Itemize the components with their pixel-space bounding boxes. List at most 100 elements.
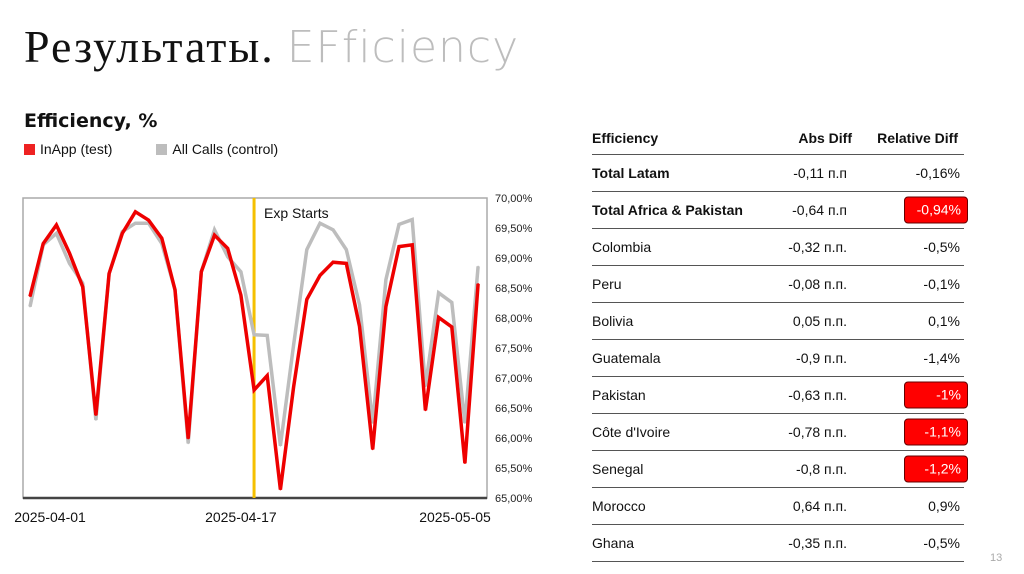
table-row: Pakistan -0,63 п.п. -1% [592,377,968,414]
data-point-all-calls-control [226,256,229,258]
legend-label-test: InApp (test) [40,141,113,157]
row-name: Colombia [592,239,652,255]
row-relative-diff: 0,1% [928,313,960,329]
data-point-inapp-test [187,437,189,440]
data-point-inapp-test [398,245,400,248]
data-point-inapp-test [371,448,374,451]
table-row: Guatemala -0,9 п.п. -1,4% [592,340,964,377]
row-name: Total Africa & Pakistan [592,202,743,218]
page-number: 13 [990,552,1003,564]
data-point-inapp-test [174,289,176,291]
data-point-all-calls-control [29,305,31,308]
data-point-all-calls-control [187,442,189,445]
data-point-inapp-test [81,286,84,288]
data-point-inapp-test [240,294,242,296]
data-point-all-calls-control [345,248,348,251]
data-point-inapp-test [29,295,31,298]
y-tick-label: 69,50% [495,223,533,235]
row-name: Guatemala [592,350,661,366]
data-point-inapp-test [305,298,308,301]
table-row: Morocco 0,64 п.п. 0,9% [592,488,964,525]
row-name: Ghana [592,535,635,551]
data-point-inapp-test [226,247,229,250]
data-point-inapp-test [437,316,440,319]
row-name: Senegal [592,461,644,477]
data-point-inapp-test [55,224,58,226]
exp-start-label: Exp Starts [264,205,329,221]
data-point-inapp-test [42,242,44,245]
data-point-all-calls-control [68,262,71,265]
legend-item-control: All Calls (control) [156,141,278,157]
data-point-inapp-test [345,262,348,265]
y-tick-label: 66,00% [495,433,533,445]
y-tick-label: 68,00% [495,313,533,325]
y-tick-label: 69,00% [495,253,533,265]
data-point-all-calls-control [437,292,440,294]
slide-title-en: EFficiency [286,22,520,73]
table-row: Bolivia 0,05 п.п. 0,1% [592,303,964,340]
data-point-all-calls-control [332,229,334,231]
table-row: Peru -0,08 п.п. -0,1% [592,266,964,303]
data-point-inapp-test [319,274,321,277]
row-abs-diff: 0,64 п.п. [792,498,847,514]
data-point-inapp-test [147,219,150,221]
data-point-inapp-test [385,305,387,308]
data-point-all-calls-control [450,301,453,304]
header-relative-diff: Relative Diff [877,130,958,146]
row-name: Bolivia [592,313,634,329]
data-point-inapp-test [121,232,124,235]
results-table: Efficiency Abs Diff Relative Diff Total … [592,122,968,562]
data-point-all-calls-control [55,232,58,235]
row-relative-diff: -1,4% [923,350,960,366]
data-point-inapp-test [464,462,466,465]
data-point-inapp-test [424,409,427,412]
y-tick-label: 68,50% [495,283,533,295]
data-point-all-calls-control [279,445,282,447]
row-relative-diff-highlighted: -0,94% [904,196,968,224]
data-point-all-calls-control [464,422,466,424]
data-point-all-calls-control [292,344,295,346]
legend-item-test: InApp (test) [24,141,112,157]
data-point-inapp-test [253,389,255,391]
data-point-inapp-test [108,272,110,275]
x-tick-label: 2025-04-01 [14,509,86,525]
x-tick-label: 2025-05-05 [419,509,491,525]
y-tick-label: 67,00% [495,373,533,385]
data-point-all-calls-control [253,334,255,336]
row-abs-diff: -0,78 п.п. [788,424,847,440]
row-relative-diff: -0,16% [915,165,960,181]
data-point-all-calls-control [398,223,400,226]
table-row: Senegal -0,8 п.п. -1,2% [592,451,968,488]
legend-swatch-test [24,143,35,155]
legend-label-control: All Calls (control) [172,141,279,157]
row-name: Morocco [592,498,646,514]
row-relative-diff-highlighted: -1,2% [904,455,968,483]
data-point-inapp-test [161,237,163,239]
data-point-inapp-test [95,414,97,416]
data-point-inapp-test [213,234,216,236]
row-name: Peru [592,276,622,292]
data-point-inapp-test [450,326,453,328]
row-relative-diff: -0,1% [923,276,960,292]
row-abs-diff: -0,11 п.п [793,165,847,181]
row-relative-diff: -0,5% [923,239,960,255]
data-point-all-calls-control [240,271,242,273]
data-point-inapp-test [279,488,282,491]
row-abs-diff: -0,08 п.п. [788,276,847,292]
table-row: Total Africa & Pakistan -0,64 п.п -0,94% [592,192,968,229]
chart-legend: InApp (test) All Calls (control) [24,141,278,157]
row-abs-diff: -0,9 п.п. [796,350,847,366]
data-point-all-calls-control [305,248,308,251]
row-relative-diff-highlighted: -1% [904,381,968,409]
data-point-all-calls-control [213,229,216,231]
data-point-inapp-test [200,271,203,273]
data-point-all-calls-control [371,422,374,424]
header-efficiency: Efficiency [592,130,659,146]
slide-title-ru: Результаты. [24,21,275,72]
table-row: Ghana -0,35 п.п. -0,5% [592,525,964,562]
data-point-all-calls-control [319,222,321,224]
data-point-inapp-test [292,386,295,388]
slide-title: Результаты. EFficiency [24,18,519,76]
table-row: Total Latam -0,11 п.п -0,16% [592,155,964,192]
table-header: Efficiency Abs Diff Relative Diff [592,122,964,155]
